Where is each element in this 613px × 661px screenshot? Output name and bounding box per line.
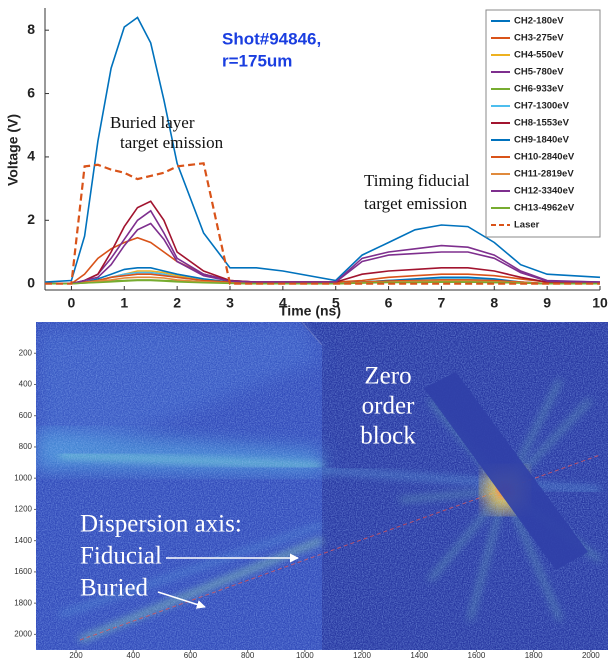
y-tick-label: 2000 <box>14 629 32 638</box>
annotation: Dispersion axis: <box>80 511 242 538</box>
legend-label: CH9-1840eV <box>514 135 570 146</box>
annotation: r=175um <box>222 51 292 70</box>
x-tick-label: 1 <box>120 295 128 311</box>
detector-image <box>36 322 608 650</box>
legend-label: CH7-1300eV <box>514 101 570 112</box>
x-tick-label: 4 <box>279 295 287 311</box>
x-tick-label: 2000 <box>582 651 600 660</box>
x-tick-label: 5 <box>332 295 340 311</box>
legend-label: CH4-550eV <box>514 50 564 61</box>
x-tick-label: 800 <box>241 651 255 660</box>
annotation: Buried <box>80 575 149 602</box>
legend-label: CH8-1553eV <box>514 118 570 129</box>
x-tick-label: 600 <box>184 651 198 660</box>
legend-label: CH13-4962eV <box>514 203 575 214</box>
annotation: Buried layer <box>110 113 195 132</box>
annotation: Zero <box>364 363 411 390</box>
y-tick-label: 1000 <box>14 473 32 482</box>
x-tick-label: 0 <box>68 295 76 311</box>
y-tick-label: 200 <box>19 348 33 357</box>
x-axis-label: Time (ns) <box>279 303 341 319</box>
annotation: target emission <box>364 194 468 213</box>
y-axis-label: Voltage (V) <box>5 114 21 186</box>
x-tick-label: 7 <box>438 295 446 311</box>
annotation: order <box>362 393 415 420</box>
y-tick-label: 1200 <box>14 505 32 514</box>
x-tick-label: 9 <box>543 295 551 311</box>
x-tick-label: 8 <box>490 295 498 311</box>
buried-arrow <box>157 591 206 609</box>
x-tick-label: 1600 <box>468 651 486 660</box>
legend-label: Laser <box>514 220 540 231</box>
annotation: Shot#94846, <box>222 29 321 48</box>
legend-label: CH6-933eV <box>514 84 564 95</box>
y-tick-label: 0 <box>27 274 35 290</box>
series-line <box>45 279 600 285</box>
y-tick-label: 1600 <box>14 567 32 576</box>
x-tick-label: 400 <box>127 651 141 660</box>
legend-label: CH12-3340eV <box>514 186 575 197</box>
y-tick-label: 8 <box>27 21 35 37</box>
y-tick-label: 800 <box>19 442 33 451</box>
y-tick-label: 1400 <box>14 536 32 545</box>
series-line <box>45 162 600 285</box>
x-tick-label: 1800 <box>525 651 543 660</box>
x-tick-label: 1400 <box>410 651 428 660</box>
y-tick-label: 1800 <box>14 598 32 607</box>
series-line <box>44 16 601 283</box>
annotation: Fiducial <box>80 543 162 570</box>
y-tick-label: 4 <box>27 148 35 164</box>
y-tick-label: 400 <box>19 380 33 389</box>
annotation: target emission <box>120 133 224 152</box>
series-line <box>45 222 601 285</box>
x-tick-label: 10 <box>592 295 608 311</box>
x-tick-label: 3 <box>226 295 234 311</box>
legend-label: CH2-180eV <box>514 16 564 27</box>
y-tick-label: 2 <box>27 211 35 227</box>
legend-label: CH5-780eV <box>514 67 564 78</box>
annotation: block <box>360 423 416 450</box>
x-tick-label: 1000 <box>296 651 314 660</box>
y-tick-label: 600 <box>19 411 33 420</box>
x-tick-label: 1200 <box>353 651 371 660</box>
x-tick-label: 200 <box>69 651 83 660</box>
legend-label: CH11-2819eV <box>514 169 574 180</box>
legend-label: CH3-275eV <box>514 33 564 44</box>
x-tick-label: 6 <box>385 295 393 311</box>
x-tick-label: 2 <box>173 295 181 311</box>
legend-label: CH10-2840eV <box>514 152 575 163</box>
annotation: Timing fiducial <box>364 171 470 190</box>
y-tick-label: 6 <box>27 84 35 100</box>
